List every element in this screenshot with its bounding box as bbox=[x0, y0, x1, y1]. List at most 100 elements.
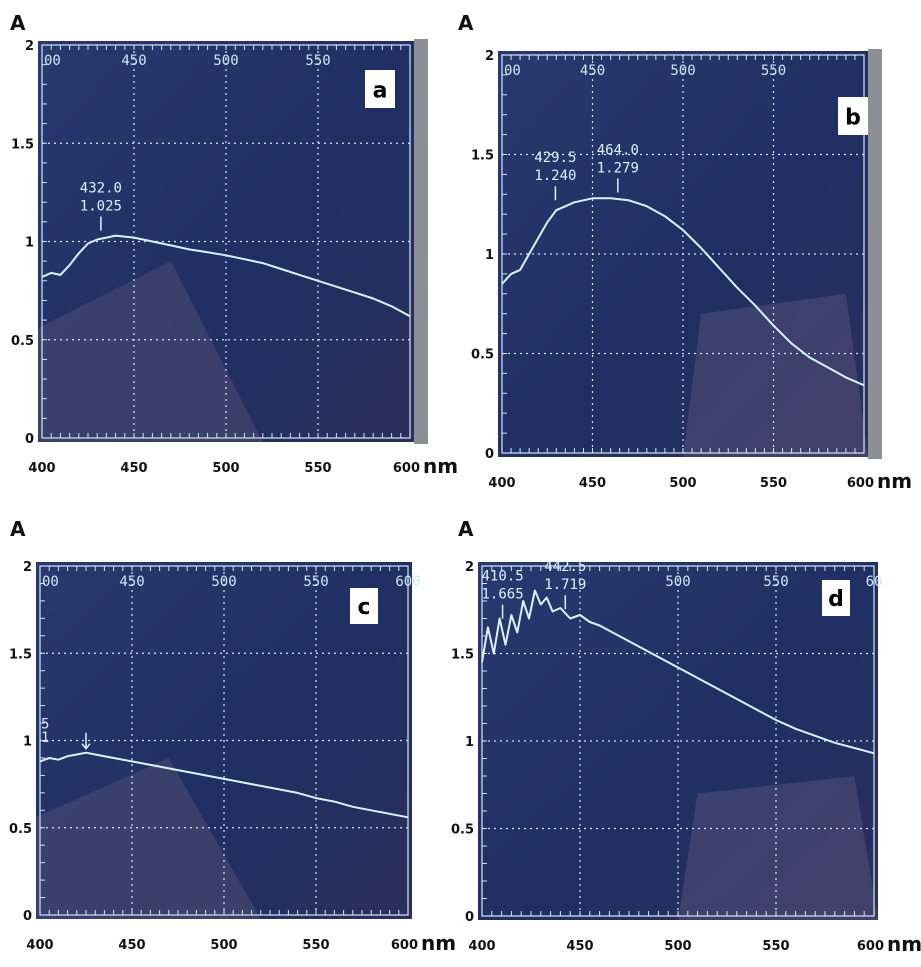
screen-tick-label: 500 bbox=[665, 574, 690, 590]
x-tick-label: 600 bbox=[847, 476, 874, 491]
peak-absorbance-label: 1.279 bbox=[597, 160, 639, 176]
screen-tick-label: 60 bbox=[866, 574, 883, 590]
screen-tick-label: 550 bbox=[305, 53, 330, 69]
y-tick-label: 2 bbox=[25, 39, 34, 54]
spectrum-trace bbox=[41, 234, 411, 318]
y-tick-label: 1.5 bbox=[9, 647, 32, 662]
y-axis-label: A bbox=[458, 11, 474, 35]
peak-wavelength-label: 410.5 bbox=[482, 569, 524, 585]
screen-tick-label: 450 bbox=[580, 63, 605, 79]
peak-absorbance-label: 1.025 bbox=[80, 199, 122, 215]
panel-letter: c bbox=[357, 595, 370, 620]
screen-tick-label: 500 bbox=[213, 53, 238, 69]
screen-reflection bbox=[678, 776, 878, 920]
x-tick-label: 600 bbox=[393, 461, 420, 476]
screen-tick-fragment: 5 bbox=[41, 716, 49, 732]
peak-absorbance-label: 1.240 bbox=[534, 168, 576, 184]
panel-letter: a bbox=[373, 78, 388, 103]
peak-arrow bbox=[81, 732, 91, 750]
x-tick-label: 550 bbox=[302, 938, 329, 953]
monitor-bezel bbox=[414, 39, 428, 444]
y-tick-label: 0 bbox=[23, 909, 32, 924]
x-tick-label: 550 bbox=[760, 476, 787, 491]
screen-tick-label: 500 bbox=[670, 63, 695, 79]
chart-panel-a: 00 450 500 550 432.0 1.025 a A 0 0.5 1 1.5 2 400 450 50… bbox=[10, 11, 458, 478]
y-tick-label: 1.5 bbox=[471, 149, 494, 164]
x-axis-unit-label: nm bbox=[421, 931, 456, 955]
screen-tick-label: 00 bbox=[42, 574, 59, 590]
x-tick-label: 500 bbox=[669, 476, 696, 491]
peak-wavelength-label: 432.0 bbox=[80, 181, 122, 197]
chart-panel-d: 500 550 60 410.5 1.665 442.5 1.719 d A 0 0.5 1 1.5 2 4… bbox=[451, 517, 921, 956]
panel-letter-box bbox=[365, 70, 395, 108]
y-tick-label: 1.5 bbox=[11, 137, 34, 152]
peak-absorbance-label: 1.719 bbox=[544, 577, 586, 593]
x-axis-unit-label: nm bbox=[887, 932, 921, 956]
peak-wavelength-label: 429.5 bbox=[534, 150, 576, 166]
y-tick-label: 1 bbox=[465, 735, 474, 750]
x-tick-label: 500 bbox=[664, 939, 691, 954]
screen-tick-label: 00 bbox=[44, 53, 61, 69]
x-tick-label: 450 bbox=[566, 939, 593, 954]
x-tick-label: 600 bbox=[391, 938, 418, 953]
monitor-bezel bbox=[868, 49, 882, 459]
y-tick-label: 0 bbox=[465, 910, 474, 925]
chart-panel-b: 00 450 500 550 429.5 1.240 464.0 1.279 b A 0 0.5 1 1.… bbox=[458, 11, 912, 493]
y-tick-label: 0.5 bbox=[9, 822, 32, 837]
y-tick-label: 1.5 bbox=[451, 648, 474, 663]
y-tick-label: 2 bbox=[485, 49, 494, 64]
x-tick-label: 450 bbox=[579, 476, 606, 491]
y-axis-label: A bbox=[10, 517, 26, 541]
x-axis-unit-label: nm bbox=[877, 469, 912, 493]
x-tick-label: 400 bbox=[468, 939, 495, 954]
screen-tick-fragment: 1 bbox=[41, 730, 49, 746]
x-tick-label: 600 bbox=[857, 939, 884, 954]
peak-wavelength-label: 464.0 bbox=[597, 142, 639, 158]
y-tick-label: 1 bbox=[23, 735, 32, 750]
screen-tick-label: 600 bbox=[395, 574, 420, 590]
screen-reflection bbox=[36, 757, 261, 919]
y-tick-label: 2 bbox=[23, 560, 32, 575]
x-tick-label: 400 bbox=[26, 938, 53, 953]
panel-letter: d bbox=[828, 587, 844, 612]
screen-tick-label: 450 bbox=[119, 574, 144, 590]
x-tick-label: 400 bbox=[488, 476, 515, 491]
y-axis-label: A bbox=[10, 11, 26, 35]
x-axis-unit-label: nm bbox=[423, 454, 458, 478]
screen-tick-label: 450 bbox=[121, 53, 146, 69]
y-tick-label: 0.5 bbox=[451, 823, 474, 838]
screen-tick-label: 00 bbox=[504, 63, 521, 79]
screen-tick-label: 550 bbox=[761, 63, 786, 79]
y-tick-label: 0.5 bbox=[471, 348, 494, 363]
y-tick-label: 2 bbox=[465, 560, 474, 575]
peak-absorbance-label: 1.665 bbox=[482, 587, 524, 603]
spectrum-trace bbox=[501, 197, 865, 387]
x-tick-label: 500 bbox=[212, 461, 239, 476]
y-tick-label: 0.5 bbox=[11, 334, 34, 349]
y-tick-label: 0 bbox=[485, 447, 494, 462]
panel-letter-box bbox=[350, 588, 378, 624]
x-tick-label: 450 bbox=[120, 461, 147, 476]
x-tick-label: 550 bbox=[304, 461, 331, 476]
screen-reflection bbox=[38, 261, 263, 442]
screen-tick-label: 550 bbox=[763, 574, 788, 590]
x-tick-label: 450 bbox=[118, 938, 145, 953]
panel-letter-box bbox=[838, 97, 868, 135]
x-tick-label: 400 bbox=[28, 461, 55, 476]
y-tick-label: 0 bbox=[25, 432, 34, 447]
spectrum-trace bbox=[39, 751, 409, 819]
x-tick-label: 550 bbox=[762, 939, 789, 954]
panel-letter-box bbox=[822, 580, 850, 616]
screen-tick-label: 500 bbox=[211, 574, 236, 590]
peak-wavelength-label: 442.5 bbox=[544, 559, 586, 575]
spectrum-trace bbox=[481, 589, 875, 755]
y-axis-label: A bbox=[458, 517, 474, 541]
chart-panel-c: 00 450 500 550 600 51 c A 0 0.5 1 1.5 2 400 450 500 550 6… bbox=[9, 517, 456, 955]
x-tick-label: 500 bbox=[210, 938, 237, 953]
panel-letter: b bbox=[845, 105, 861, 130]
screen-tick-label: 550 bbox=[303, 574, 328, 590]
screen-reflection bbox=[683, 293, 868, 457]
y-tick-label: 1 bbox=[485, 248, 494, 263]
y-tick-label: 1 bbox=[25, 236, 34, 251]
